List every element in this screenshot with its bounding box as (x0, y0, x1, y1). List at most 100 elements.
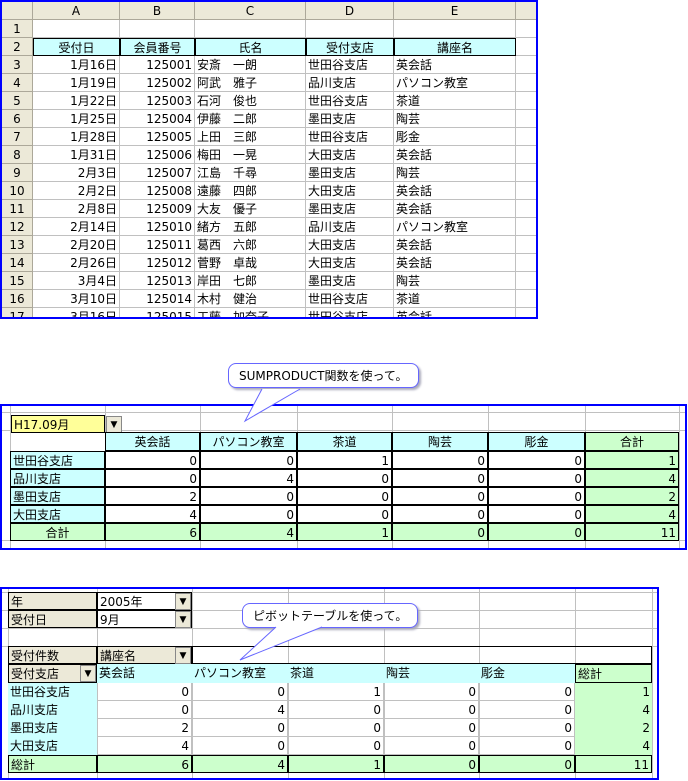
value-cell[interactable]: 0 (288, 719, 384, 737)
cell[interactable]: 茶道 (394, 290, 516, 308)
cell[interactable]: 受付日 (33, 38, 120, 56)
cell[interactable]: 陶芸 (394, 110, 516, 128)
value-cell[interactable]: 4 (192, 701, 288, 719)
value-cell[interactable]: 4 (105, 505, 200, 523)
cell[interactable]: 彫金 (394, 128, 516, 146)
row-header[interactable]: 3 (2, 56, 33, 74)
cell[interactable]: 大田支店 (306, 182, 394, 200)
column-header[interactable]: 合計 (585, 432, 679, 451)
filter-label[interactable]: 受付日 (8, 610, 97, 628)
column-header[interactable]: パソコン教室 (192, 664, 288, 683)
row-header[interactable]: 5 (2, 92, 33, 110)
cell[interactable]: 1月31日 (33, 146, 120, 164)
filter-label[interactable]: 年 (8, 592, 97, 610)
value-cell[interactable]: 0 (105, 451, 200, 469)
cell[interactable]: 英会話 (394, 182, 516, 200)
cell[interactable]: 品川支店 (306, 74, 394, 92)
row-header[interactable]: 6 (2, 110, 33, 128)
row-label[interactable]: 墨田支店 (8, 719, 97, 737)
row-label[interactable]: 大田支店 (8, 737, 97, 755)
value-cell[interactable]: 0 (288, 737, 384, 755)
value-cell[interactable]: 0 (192, 737, 288, 755)
row-header[interactable]: 17 (2, 308, 33, 317)
cell[interactable] (394, 20, 516, 38)
row-header[interactable]: 2 (2, 38, 33, 56)
value-cell[interactable]: 0 (200, 451, 297, 469)
cell[interactable] (516, 110, 536, 128)
cell[interactable]: 2月8日 (33, 200, 120, 218)
value-cell[interactable]: 0 (288, 701, 384, 719)
cell[interactable]: 墨田支店 (306, 200, 394, 218)
row-label[interactable]: 世田谷支店 (8, 683, 97, 701)
cell[interactable] (516, 146, 536, 164)
cell[interactable]: 2月14日 (33, 218, 120, 236)
cell[interactable] (195, 20, 306, 38)
row-label[interactable]: 墨田支店 (10, 487, 105, 505)
total-cell[interactable]: 4 (192, 755, 288, 773)
cell[interactable] (516, 200, 536, 218)
cell[interactable]: 菅野 卓哉 (195, 254, 306, 272)
row-header[interactable]: 9 (2, 164, 33, 182)
value-cell[interactable]: 0 (488, 469, 585, 487)
cell[interactable]: 墨田支店 (306, 110, 394, 128)
column-header[interactable]: 茶道 (297, 432, 392, 451)
total-cell[interactable]: 11 (585, 523, 679, 541)
cell[interactable]: 125004 (120, 110, 195, 128)
value-cell[interactable]: 0 (392, 505, 488, 523)
cell[interactable]: 125012 (120, 254, 195, 272)
cell[interactable] (33, 20, 120, 38)
total-cell[interactable]: 6 (105, 523, 200, 541)
row-label[interactable]: 品川支店 (10, 469, 105, 487)
total-cell[interactable]: 1 (297, 523, 392, 541)
cell[interactable]: 125014 (120, 290, 195, 308)
cell[interactable]: 大友 優子 (195, 200, 306, 218)
cell[interactable]: 英会話 (394, 308, 516, 317)
value-cell[interactable]: 2 (97, 719, 192, 737)
total-cell[interactable]: 0 (479, 755, 575, 773)
cell[interactable]: 陶芸 (394, 164, 516, 182)
column-header[interactable]: A (33, 2, 120, 20)
total-cell[interactable]: 4 (200, 523, 297, 541)
row-header[interactable]: 11 (2, 200, 33, 218)
value-cell[interactable]: 0 (479, 737, 575, 755)
total-cell[interactable]: 0 (392, 523, 488, 541)
value-cell[interactable]: 1 (585, 451, 679, 469)
cell[interactable]: 125011 (120, 236, 195, 254)
cell[interactable]: 世田谷支店 (306, 92, 394, 110)
cell[interactable]: 上田 三郎 (195, 128, 306, 146)
row-header[interactable]: 14 (2, 254, 33, 272)
cell[interactable]: 2月2日 (33, 182, 120, 200)
cell[interactable]: 墨田支店 (306, 164, 394, 182)
cell[interactable]: 茶道 (394, 92, 516, 110)
cell[interactable] (516, 254, 536, 272)
value-cell[interactable]: 1 (297, 451, 392, 469)
column-header[interactable]: 彫金 (488, 432, 585, 451)
total-cell[interactable]: 0 (488, 523, 585, 541)
filter-value[interactable]: 9月 (97, 610, 192, 628)
column-header[interactable]: 茶道 (288, 664, 384, 683)
total-cell[interactable]: 11 (575, 755, 652, 773)
row-header[interactable]: 16 (2, 290, 33, 308)
cell[interactable]: 世田谷支店 (306, 308, 394, 317)
total-label[interactable]: 総計 (8, 755, 97, 773)
cell[interactable]: 伊藤 二郎 (195, 110, 306, 128)
cell[interactable]: 陶芸 (394, 272, 516, 290)
month-select[interactable]: H17.09月 (11, 415, 105, 433)
cell[interactable]: 墨田支店 (306, 272, 394, 290)
value-cell[interactable]: 0 (479, 719, 575, 737)
value-cell[interactable]: 0 (97, 701, 192, 719)
cell[interactable] (516, 272, 536, 290)
value-cell[interactable]: 0 (297, 505, 392, 523)
cell[interactable]: 3月10日 (33, 290, 120, 308)
column-field[interactable]: 講座名 (97, 646, 192, 664)
row-field-dropdown-icon[interactable]: ▼ (80, 665, 96, 682)
row-header[interactable]: 7 (2, 128, 33, 146)
cell[interactable] (516, 56, 536, 74)
cell[interactable]: 125006 (120, 146, 195, 164)
column-header[interactable]: 英会話 (97, 664, 192, 683)
value-cell[interactable]: 2 (575, 719, 652, 737)
value-cell[interactable]: 4 (575, 737, 652, 755)
cell[interactable]: 1月28日 (33, 128, 120, 146)
cell[interactable] (120, 20, 195, 38)
filter-dropdown-icon[interactable]: ▼ (175, 611, 191, 628)
